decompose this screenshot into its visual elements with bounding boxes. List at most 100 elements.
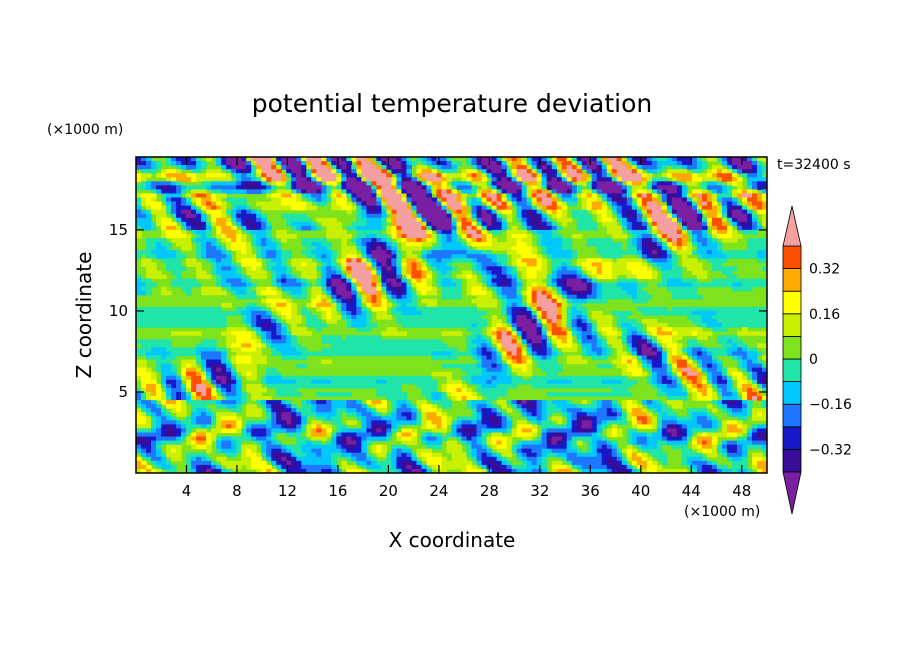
contour-cell (181, 229, 187, 235)
contour-cell (696, 371, 703, 377)
contour-cell (366, 201, 377, 207)
contour-cell (231, 375, 237, 381)
contour-cell (711, 460, 718, 466)
contour-cell (581, 278, 588, 284)
contour-cell (176, 254, 187, 259)
contour-cell (626, 262, 643, 267)
contour-cell (656, 242, 663, 247)
contour-cell (151, 420, 157, 425)
contour-cell (491, 452, 498, 458)
contour-cell (136, 440, 152, 446)
contour-cell (596, 452, 603, 458)
contour-cell (696, 213, 703, 219)
contour-cell (706, 440, 713, 446)
contour-cell (386, 456, 393, 462)
contour-cell (476, 456, 483, 462)
contour-cell (161, 367, 172, 373)
contour-cell (476, 205, 483, 211)
contour-cell (266, 225, 272, 231)
contour-cell (736, 363, 743, 369)
contour-cell (531, 383, 633, 389)
contour-cell (311, 420, 322, 425)
contour-cell (701, 383, 708, 389)
contour-cell (541, 319, 548, 324)
contour-cell (306, 161, 312, 166)
contour-cell (246, 420, 267, 425)
contour-cell (721, 375, 728, 381)
contour-cell (216, 233, 222, 239)
contour-cell (136, 221, 152, 227)
contour-cell (641, 420, 648, 425)
contour-cell (521, 408, 528, 413)
contour-cell (471, 173, 478, 178)
contour-cell (241, 217, 247, 223)
contour-cell (341, 181, 347, 186)
contour-cell (406, 290, 413, 296)
contour-cell (656, 331, 673, 336)
contour-cell (416, 262, 423, 267)
contour-cell (346, 173, 352, 178)
contour-cell (476, 173, 483, 178)
contour-cell (376, 193, 382, 199)
contour-cell (641, 331, 648, 336)
contour-cell (296, 278, 302, 284)
contour-cell (681, 387, 688, 393)
contour-cell (586, 347, 593, 353)
contour-cell (521, 339, 528, 344)
contour-cell (466, 177, 473, 182)
contour-cell (586, 412, 608, 417)
contour-cell (286, 165, 302, 170)
contour-cell (381, 197, 387, 203)
contour-cell (756, 161, 763, 166)
contour-cell (761, 213, 767, 219)
contour-cell (331, 315, 342, 320)
contour-cell (406, 169, 413, 174)
contour-cell (431, 169, 438, 174)
contour-cell (541, 327, 548, 332)
contour-cell (306, 428, 312, 434)
contour-cell (226, 157, 242, 162)
contour-cell (481, 165, 488, 170)
contour-cell (726, 440, 738, 446)
contour-cell (611, 233, 628, 239)
contour-cell (401, 262, 408, 267)
contour-cell (231, 347, 242, 353)
contour-cell (746, 355, 758, 361)
contour-cell (291, 460, 297, 466)
contour-cell (611, 456, 618, 462)
contour-cell (686, 464, 693, 470)
contour-cell (331, 432, 337, 438)
contour-cell (556, 351, 563, 357)
contour-cell (296, 464, 302, 470)
contour-cell (246, 323, 252, 328)
contour-cell (356, 294, 362, 300)
contour-cell (481, 343, 488, 349)
contour-cell (636, 355, 643, 361)
contour-cell (301, 173, 307, 178)
contour-cell (136, 290, 147, 296)
contour-cell (206, 444, 212, 450)
contour-cell (331, 343, 448, 349)
contour-cell (696, 197, 703, 203)
contour-cell (336, 286, 347, 292)
contour-cell (596, 444, 603, 450)
contour-cell (226, 375, 232, 381)
contour-cell (276, 387, 297, 393)
contour-cell (376, 379, 387, 385)
contour-cell (566, 173, 583, 178)
contour-cell (641, 310, 693, 316)
contour-cell (291, 412, 297, 417)
contour-cell (191, 444, 197, 450)
contour-cell (541, 177, 548, 182)
contour-cell (546, 319, 553, 324)
contour-cell (511, 319, 518, 324)
contour-cell (236, 367, 257, 373)
contour-cell (536, 412, 543, 417)
contour-cell (236, 404, 242, 409)
contour-cell (706, 367, 718, 373)
contour-cell (291, 205, 307, 211)
contour-cell (731, 213, 748, 219)
contour-cell (491, 323, 498, 328)
colorbar-swatch (782, 448, 802, 473)
contour-cell (351, 319, 367, 324)
